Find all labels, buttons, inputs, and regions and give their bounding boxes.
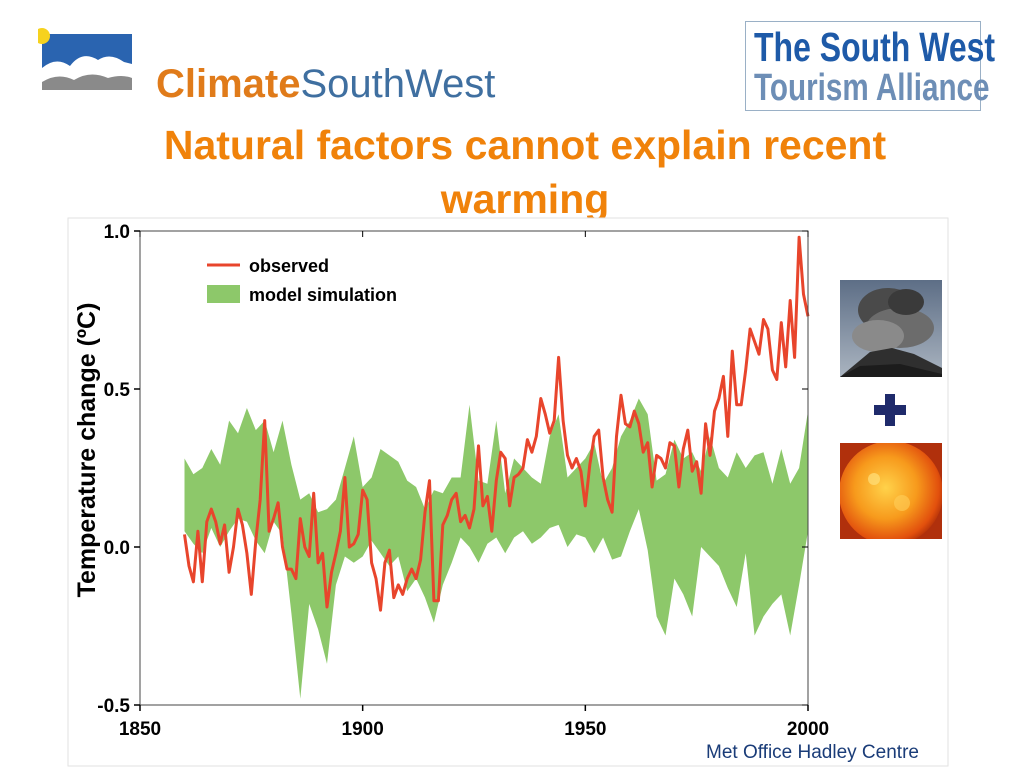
brand-name-light: SouthWest [300, 62, 496, 106]
legend-observed-label: observed [249, 256, 329, 276]
y-axis-label: Temperature change (ºC) [73, 303, 101, 598]
brand-name-strong: Climate [156, 62, 301, 106]
observed-line [183, 235, 810, 612]
y-tick-label: -0.5 [97, 696, 130, 717]
volcano-eruption-image [840, 280, 942, 377]
sun-image [840, 443, 942, 539]
legend-model-swatch [207, 285, 240, 303]
x-tick-label: 2000 [787, 719, 829, 740]
tourism-alliance-logo: The South West Tourism Alliance [745, 21, 995, 111]
y-tick-label: 0.0 [104, 538, 130, 559]
alliance-line-1: The South West [754, 24, 996, 70]
source-credit: Met Office Hadley Centre [706, 742, 919, 763]
alliance-line-2: Tourism Alliance [754, 67, 990, 109]
legend-model-label: model simulation [249, 285, 397, 305]
climate-southwest-logo: ClimateSouthWest [38, 28, 498, 106]
x-tick-label: 1850 [119, 719, 161, 740]
x-tick-label: 1950 [564, 719, 606, 740]
plus-icon [874, 394, 906, 426]
y-tick-label: 1.0 [104, 222, 130, 243]
plot-frame [139, 230, 809, 706]
x-tick-label: 1900 [342, 719, 384, 740]
y-tick-label: 0.5 [104, 380, 131, 401]
slide-title: Natural factors cannot explain recent wa… [163, 122, 887, 222]
sun-clouds-logo-icon [38, 28, 132, 90]
